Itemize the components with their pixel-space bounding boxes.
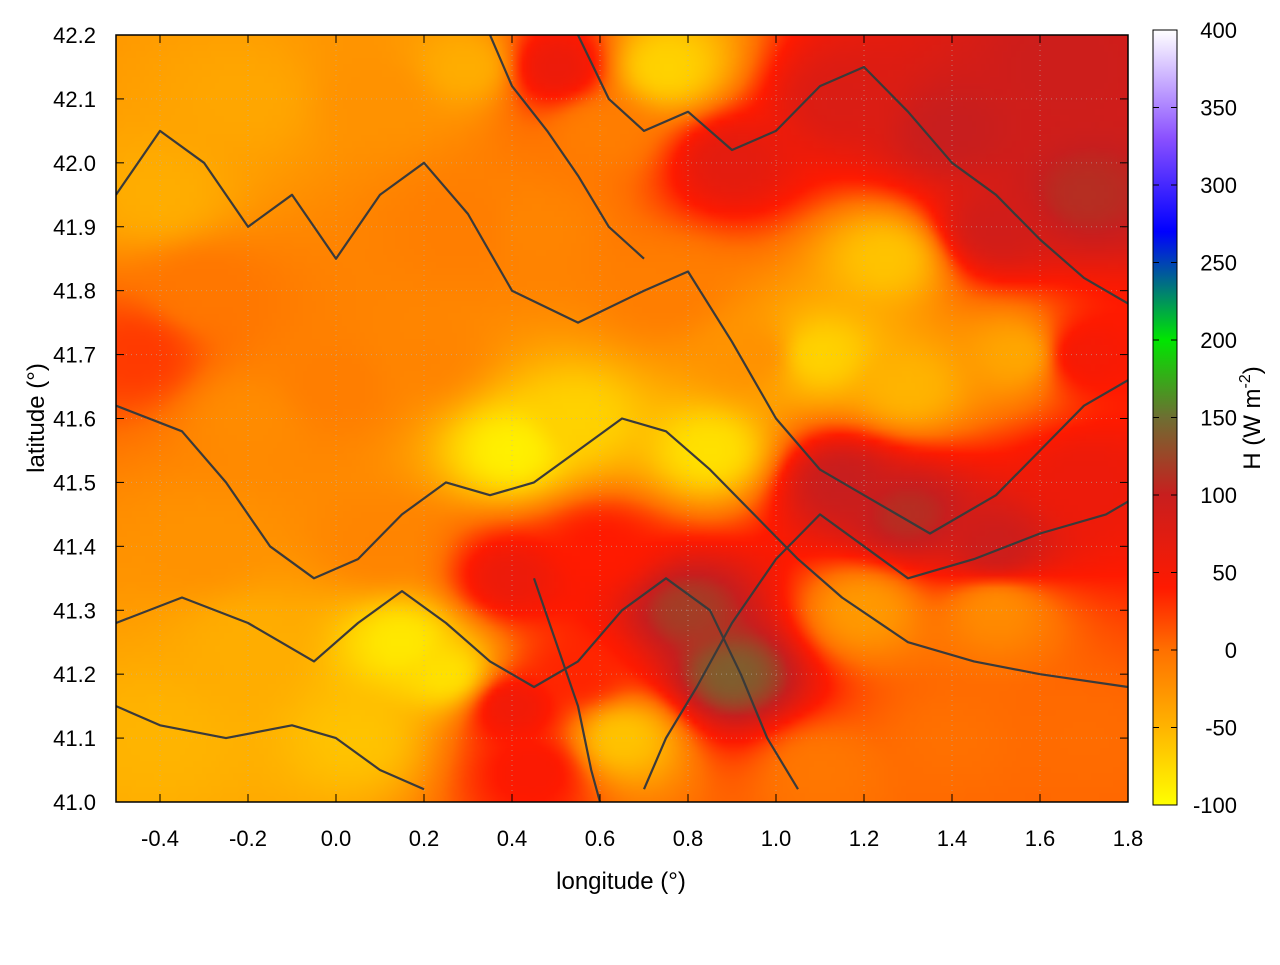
x-tick-label: -0.2 bbox=[229, 826, 267, 851]
y-tick-label: 41.5 bbox=[53, 470, 96, 495]
y-axis-ticks: 41.0 41.1 41.2 41.3 41.4 41.5 41.6 41.7 41.8 41.9… bbox=[53, 23, 1128, 815]
colorbar-tick-label: 350 bbox=[1200, 96, 1237, 121]
colorbar-ticks: -100 -50 0 50 100 150 200 250 300 350 400 bbox=[1153, 18, 1237, 818]
contour-lines bbox=[116, 35, 1128, 802]
y-tick-label: 41.4 bbox=[53, 534, 96, 559]
colorbar-tick-label: 100 bbox=[1200, 483, 1237, 508]
contour-line bbox=[116, 129, 1128, 535]
colorbar-title-suffix: ) bbox=[1239, 366, 1266, 374]
x-tick-label: 0.0 bbox=[321, 826, 352, 851]
colorbar-tick-label: -100 bbox=[1193, 793, 1237, 818]
colorbar-title-superscript: -2 bbox=[1237, 374, 1254, 388]
contour-line bbox=[116, 404, 1128, 689]
contour-line bbox=[488, 35, 645, 260]
x-axis-ticks: -0.4 -0.2 0.0 0.2 0.4 0.6 0.8 1.0 1.2 1.4 1.6 1.8 bbox=[141, 35, 1143, 851]
y-tick-label: 41.1 bbox=[53, 726, 96, 751]
colorbar-tick-label: 0 bbox=[1225, 638, 1237, 663]
x-tick-label: 1.8 bbox=[1113, 826, 1144, 851]
x-tick-label: 0.6 bbox=[585, 826, 616, 851]
x-tick-label: 0.8 bbox=[673, 826, 704, 851]
x-tick-label: 1.0 bbox=[761, 826, 792, 851]
colorbar-title-main: H (W m bbox=[1239, 388, 1266, 469]
y-tick-label: 41.0 bbox=[53, 790, 96, 815]
y-tick-label: 41.8 bbox=[53, 279, 96, 304]
colorbar-tick-label: -50 bbox=[1205, 716, 1237, 741]
y-tick-label: 41.3 bbox=[53, 598, 96, 623]
y-tick-label: 42.2 bbox=[53, 23, 96, 48]
y-tick-label: 42.0 bbox=[53, 151, 96, 176]
contour-line bbox=[116, 705, 425, 791]
y-tick-label: 41.2 bbox=[53, 662, 96, 687]
y-tick-label: 41.6 bbox=[53, 407, 96, 432]
contour-line bbox=[532, 577, 602, 802]
colorbar-tick-label: 400 bbox=[1200, 18, 1237, 43]
x-tick-label: 0.2 bbox=[409, 826, 440, 851]
contour-line bbox=[642, 500, 1128, 790]
x-tick-label: -0.4 bbox=[141, 826, 179, 851]
colorbar-tick-label: 300 bbox=[1200, 173, 1237, 198]
colorbar-tick-label: 200 bbox=[1200, 328, 1237, 353]
x-tick-label: 1.4 bbox=[937, 826, 968, 851]
x-tick-label: 1.2 bbox=[849, 826, 880, 851]
contour-line bbox=[116, 577, 799, 790]
colorbar-tick-label: 50 bbox=[1213, 561, 1237, 586]
contour-line bbox=[577, 35, 1128, 305]
x-axis-title: longitude (°) bbox=[556, 868, 686, 895]
y-tick-label: 41.9 bbox=[53, 215, 96, 240]
x-tick-label: 0.4 bbox=[497, 826, 528, 851]
y-axis-title: latitude (°) bbox=[23, 363, 50, 473]
colorbar-tick-label: 150 bbox=[1200, 406, 1237, 431]
x-tick-label: 1.6 bbox=[1025, 826, 1056, 851]
y-tick-label: 42.1 bbox=[53, 87, 96, 112]
y-tick-label: 41.7 bbox=[53, 343, 96, 368]
colorbar-title: H (W m-2) bbox=[1237, 366, 1266, 470]
colorbar-tick-label: 250 bbox=[1200, 251, 1237, 276]
